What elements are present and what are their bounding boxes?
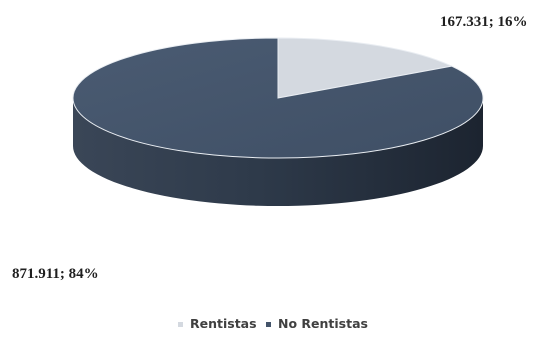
legend-label-rentistas: Rentistas	[190, 316, 257, 331]
pie-slice-rentistas	[277, 37, 454, 99]
data-labels: 167.331; 16% 871.911; 84%	[12, 14, 528, 282]
pie-side-no-rentistas	[73, 98, 483, 206]
legend-item-rentistas: Rentistas	[178, 316, 257, 331]
legend-label-no-rentistas: No Rentistas	[278, 316, 368, 331]
pie-slice-no-rentistas	[72, 37, 484, 159]
pie-side-wall	[73, 98, 483, 206]
data-label-no-rentistas: 871.911; 84%	[12, 266, 99, 282]
legend-marker-no-rentistas	[266, 322, 271, 327]
data-label-rentistas: 167.331; 16%	[440, 14, 528, 30]
legend-marker-rentistas	[178, 322, 183, 327]
pie-top	[72, 37, 484, 159]
legend-item-no-rentistas: No Rentistas	[266, 316, 368, 331]
legend: Rentistas No Rentistas	[178, 316, 368, 331]
